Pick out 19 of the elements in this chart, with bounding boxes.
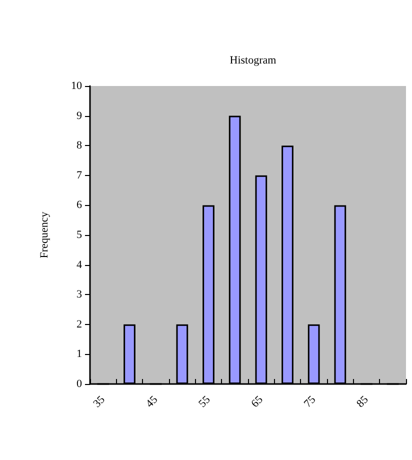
y-axis-title: Frequency <box>38 211 50 258</box>
y-tick-label: 0 <box>76 378 82 390</box>
x-tick-label: 65 <box>249 393 266 410</box>
y-tick-label: 4 <box>76 258 82 271</box>
x-tick-label: 35 <box>91 393 108 410</box>
y-tick-label: 5 <box>76 229 82 241</box>
x-tick-label: 45 <box>144 393 160 410</box>
x-tick-label: 75 <box>302 393 318 410</box>
x-tick-label: 85 <box>354 393 372 410</box>
chart-title: Histogram <box>230 54 277 66</box>
y-tick-label: 8 <box>76 140 82 152</box>
y-tick-label: 7 <box>76 169 82 182</box>
x-tick-label: 55 <box>196 393 214 410</box>
y-tick-label: 1 <box>76 348 82 360</box>
y-tick-label: 9 <box>76 110 82 122</box>
y-tick-label: 6 <box>76 199 82 212</box>
y-tick-label: 10 <box>71 80 82 92</box>
y-tick-label: 3 <box>76 288 82 301</box>
y-tick-label: 2 <box>76 318 82 330</box>
